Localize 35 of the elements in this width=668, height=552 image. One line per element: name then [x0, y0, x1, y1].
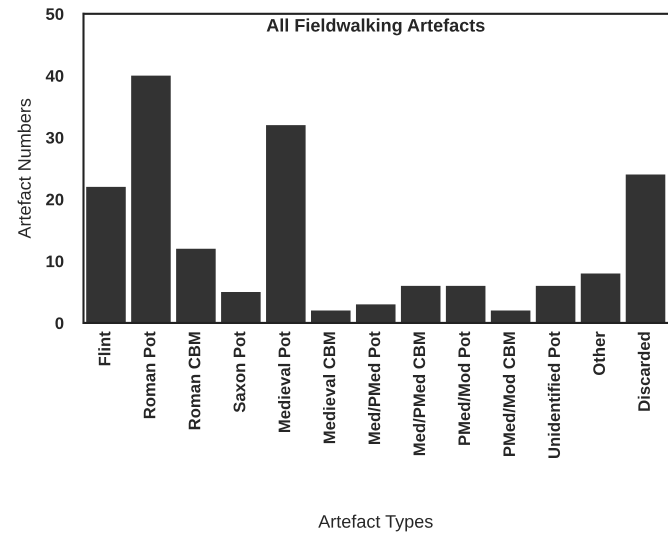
- x-tick-label: Saxon Pot: [234, 331, 246, 412]
- x-tick-label: PMed/Mod Pot: [458, 331, 470, 445]
- x-tick-label: Other: [592, 332, 606, 376]
- y-tick-label: 50: [46, 8, 64, 20]
- bar: [490, 310, 530, 323]
- y-axis-title: Artefact Numbers: [18, 98, 31, 239]
- bar: [626, 174, 666, 323]
- y-tick-label: 30: [46, 132, 64, 144]
- y-tick-label: 40: [46, 70, 64, 82]
- bar: [356, 304, 396, 323]
- x-tick-label: Medieval Pot: [278, 331, 290, 432]
- x-tick-label: PMed/Mod CBM: [502, 332, 516, 456]
- x-tick-label: Discarded: [638, 332, 650, 411]
- y-tick-label: 0: [55, 317, 64, 330]
- bar: [266, 125, 306, 323]
- bar: [446, 286, 486, 323]
- x-tick-label: Roman Pot: [144, 331, 156, 418]
- bar: [221, 292, 261, 323]
- y-tick-label: 10: [46, 255, 64, 268]
- x-tick-label: Med/PMed CBM: [412, 332, 426, 456]
- bar: [536, 286, 576, 323]
- x-axis-title: Artefact Types: [318, 514, 433, 532]
- x-tick-label: Medieval CBM: [323, 332, 336, 444]
- x-tick-label: Flint: [98, 331, 110, 366]
- bar: [400, 286, 440, 323]
- x-tick-label: Unidentified Pot: [548, 331, 560, 458]
- chart-title: All Fieldwalking Artefacts: [266, 18, 485, 36]
- bar: [311, 310, 351, 323]
- bar: [176, 248, 216, 323]
- bar: [131, 76, 171, 323]
- x-tick-label: Roman CBM: [188, 332, 200, 430]
- bar: [580, 273, 620, 323]
- x-tick-label: Med/PMed Pot: [368, 331, 380, 444]
- y-tick-label: 20: [46, 194, 64, 206]
- bar: [86, 186, 126, 323]
